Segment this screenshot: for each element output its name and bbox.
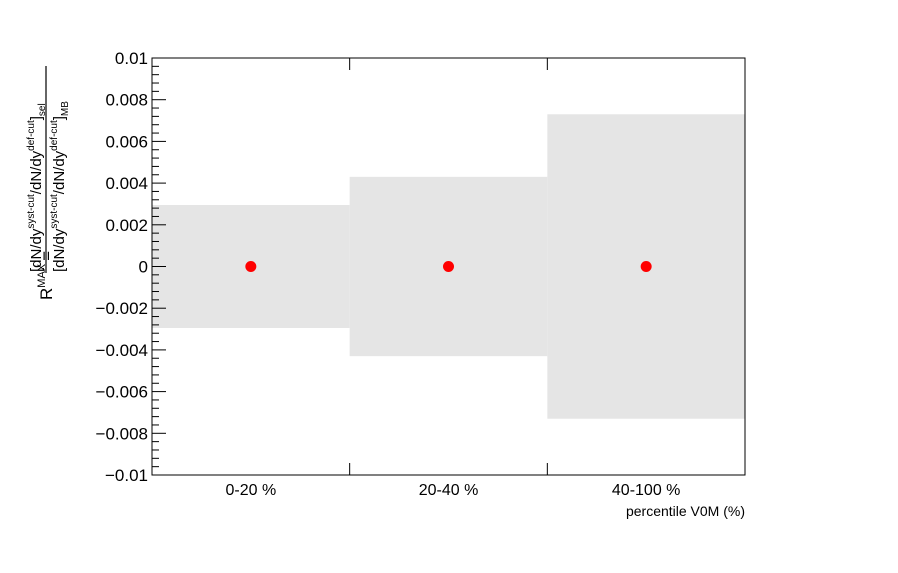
svg-text:[dN/dysyst-cut/dN/dydef-cut]se: [dN/dysyst-cut/dN/dydef-cut]sel bbox=[26, 103, 48, 272]
data-point bbox=[640, 261, 652, 272]
y-den-sa: syst-cut bbox=[49, 194, 60, 229]
y-den-c: ] bbox=[51, 116, 68, 120]
y-tick-label: 0.006 bbox=[105, 132, 148, 151]
svg-text:[dN/dysyst-cut/dN/dydef-cut]MB: [dN/dysyst-cut/dN/dydef-cut]MB bbox=[49, 101, 71, 272]
y-axis-title: RMAX= [dN/dysyst-cut/dN/dydef-cut]sel [d… bbox=[26, 66, 71, 300]
y-tick-label: −0.008 bbox=[96, 424, 148, 443]
x-category-label: 0-20 % bbox=[225, 482, 276, 499]
y-num-sub: sel bbox=[37, 103, 48, 116]
y-den-a: [dN/dy bbox=[51, 228, 68, 272]
y-title-r: R bbox=[37, 288, 56, 300]
y-tick-label: −0.004 bbox=[96, 341, 148, 360]
y-num-a: [dN/dy bbox=[28, 228, 45, 272]
y-num-sb: def-cut bbox=[26, 120, 37, 151]
y-tick-label: 0 bbox=[139, 258, 148, 277]
data-point bbox=[245, 261, 257, 272]
axes bbox=[151, 57, 746, 476]
data-point bbox=[443, 261, 454, 272]
y-title-r-sup: MAX bbox=[36, 263, 48, 288]
x-category-label: 40-100 % bbox=[612, 482, 681, 499]
y-num-c: ] bbox=[28, 116, 45, 120]
x-axis-title: percentile V0M (%) bbox=[626, 503, 745, 519]
y-tick-label: −0.006 bbox=[96, 383, 148, 402]
y-num-sa: syst-cut bbox=[26, 194, 37, 229]
y-num-b: /dN/dy bbox=[28, 150, 45, 194]
y-tick-label: 0.01 bbox=[115, 49, 148, 68]
y-tick-label: −0.01 bbox=[105, 466, 148, 485]
y-tick-label: 0.002 bbox=[105, 216, 148, 235]
y-tick-label: −0.002 bbox=[96, 299, 148, 318]
y-tick-label: 0.004 bbox=[105, 174, 148, 193]
y-den-sb: def-cut bbox=[49, 120, 60, 151]
data-points bbox=[245, 261, 652, 272]
x-category-label: 20-40 % bbox=[419, 482, 479, 499]
y-den-b: /dN/dy bbox=[51, 150, 68, 194]
y-tick-label: 0.008 bbox=[105, 91, 148, 110]
tick-labels: −0.01 −0.008 −0.006 −0.004 −0.002 0 0.002 0.004… bbox=[96, 49, 681, 499]
y-den-sub: MB bbox=[60, 101, 71, 116]
